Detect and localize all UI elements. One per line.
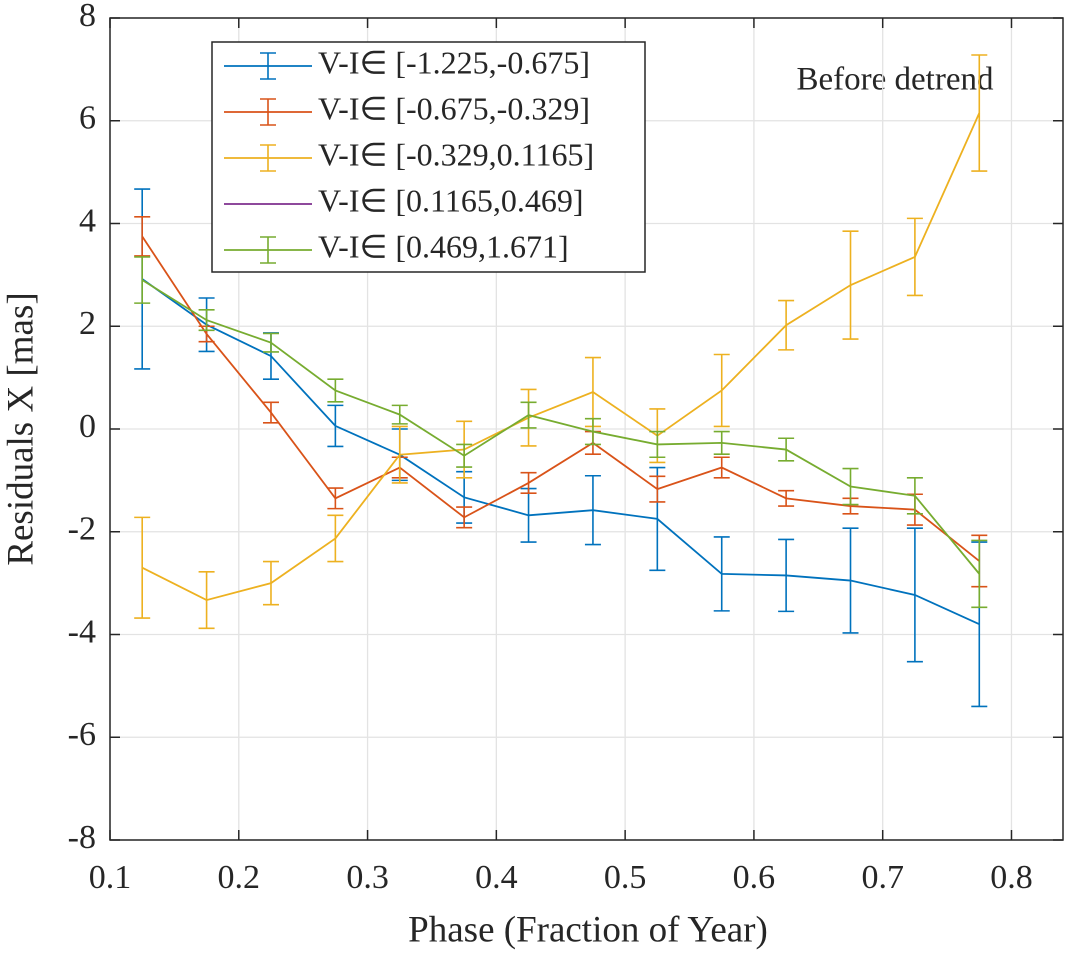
error-bar — [713, 536, 730, 612]
error-bar — [906, 217, 923, 297]
x-tick-label: 0.5 — [604, 859, 647, 896]
x-tick-label: 0.8 — [990, 859, 1033, 896]
error-bar — [713, 456, 730, 479]
error-bar — [520, 471, 537, 495]
legend-errorbar — [260, 144, 276, 172]
series-line — [141, 278, 980, 626]
error-bar — [584, 356, 601, 428]
error-bar — [778, 437, 795, 462]
error-bar — [906, 527, 923, 663]
error-bar — [842, 527, 859, 634]
x-tick-label: 0.4 — [475, 859, 518, 896]
legend-errorbar — [260, 52, 276, 80]
error-bar — [906, 477, 923, 515]
error-bar — [134, 516, 151, 619]
error-bar — [198, 309, 215, 332]
y-tick-label: 6 — [79, 100, 96, 137]
y-axis-label: Residuals X [mas] — [0, 292, 41, 565]
y-tick-label: -4 — [68, 613, 96, 650]
axes-box — [109, 17, 1064, 841]
x-tick-label: 0.1 — [89, 859, 132, 896]
error-bar — [520, 401, 537, 429]
error-bar — [456, 443, 473, 468]
error-bar — [971, 539, 988, 609]
series-line — [141, 235, 980, 562]
error-bar — [456, 506, 473, 529]
error-bar — [134, 256, 151, 304]
error-bar — [778, 489, 795, 507]
y-tick-label: 4 — [79, 202, 96, 239]
y-tick-label: 0 — [79, 408, 96, 445]
error-bar — [198, 571, 215, 630]
y-tick-label: -8 — [68, 819, 96, 856]
error-bar — [713, 353, 730, 428]
error-bar — [778, 538, 795, 613]
error-bar — [778, 299, 795, 351]
x-tick-label: 0.7 — [861, 859, 904, 896]
legend-label: V-I∈ [-0.675,-0.329] — [318, 90, 590, 126]
error-bar — [584, 417, 601, 446]
x-tick-label: 0.3 — [346, 859, 389, 896]
legend-errorbar — [260, 98, 276, 126]
legend-errorbar — [260, 236, 276, 264]
y-tick-label: 8 — [79, 0, 96, 34]
error-bar — [327, 514, 344, 563]
annotation: Before detrend — [797, 62, 994, 98]
error-bar — [262, 332, 279, 353]
y-tick-label: -6 — [68, 716, 96, 753]
error-bar — [842, 230, 859, 340]
x-tick-label: 0.2 — [218, 859, 261, 896]
error-bar — [649, 430, 666, 459]
error-bar — [584, 474, 601, 546]
legend-label: V-I∈ [0.469,1.671] — [318, 228, 569, 264]
error-bar — [649, 475, 666, 503]
y-tick-label: -2 — [68, 511, 96, 548]
error-bar — [327, 404, 344, 448]
legend-box — [211, 41, 646, 273]
series-line — [141, 112, 981, 602]
error-bar — [842, 467, 859, 506]
x-axis-label: Phase (Fraction of Year) — [408, 909, 768, 950]
error-bar — [262, 560, 279, 606]
legend-label: V-I∈ [-0.329,0.1165] — [318, 136, 594, 172]
series-line — [141, 279, 980, 575]
y-tick-label: 2 — [79, 305, 96, 342]
legend-label: V-I∈ [0.1165,0.469] — [318, 182, 583, 218]
error-bar — [262, 401, 279, 424]
legend-label: V-I∈ [-1.225,-0.675] — [318, 44, 590, 80]
error-bar — [391, 425, 408, 484]
error-bar — [713, 430, 730, 455]
error-bar — [134, 216, 151, 257]
error-bar — [327, 378, 344, 403]
error-bar — [327, 487, 344, 510]
error-bar — [971, 54, 988, 172]
x-tick-label: 0.6 — [733, 859, 776, 896]
error-bar — [391, 404, 408, 425]
